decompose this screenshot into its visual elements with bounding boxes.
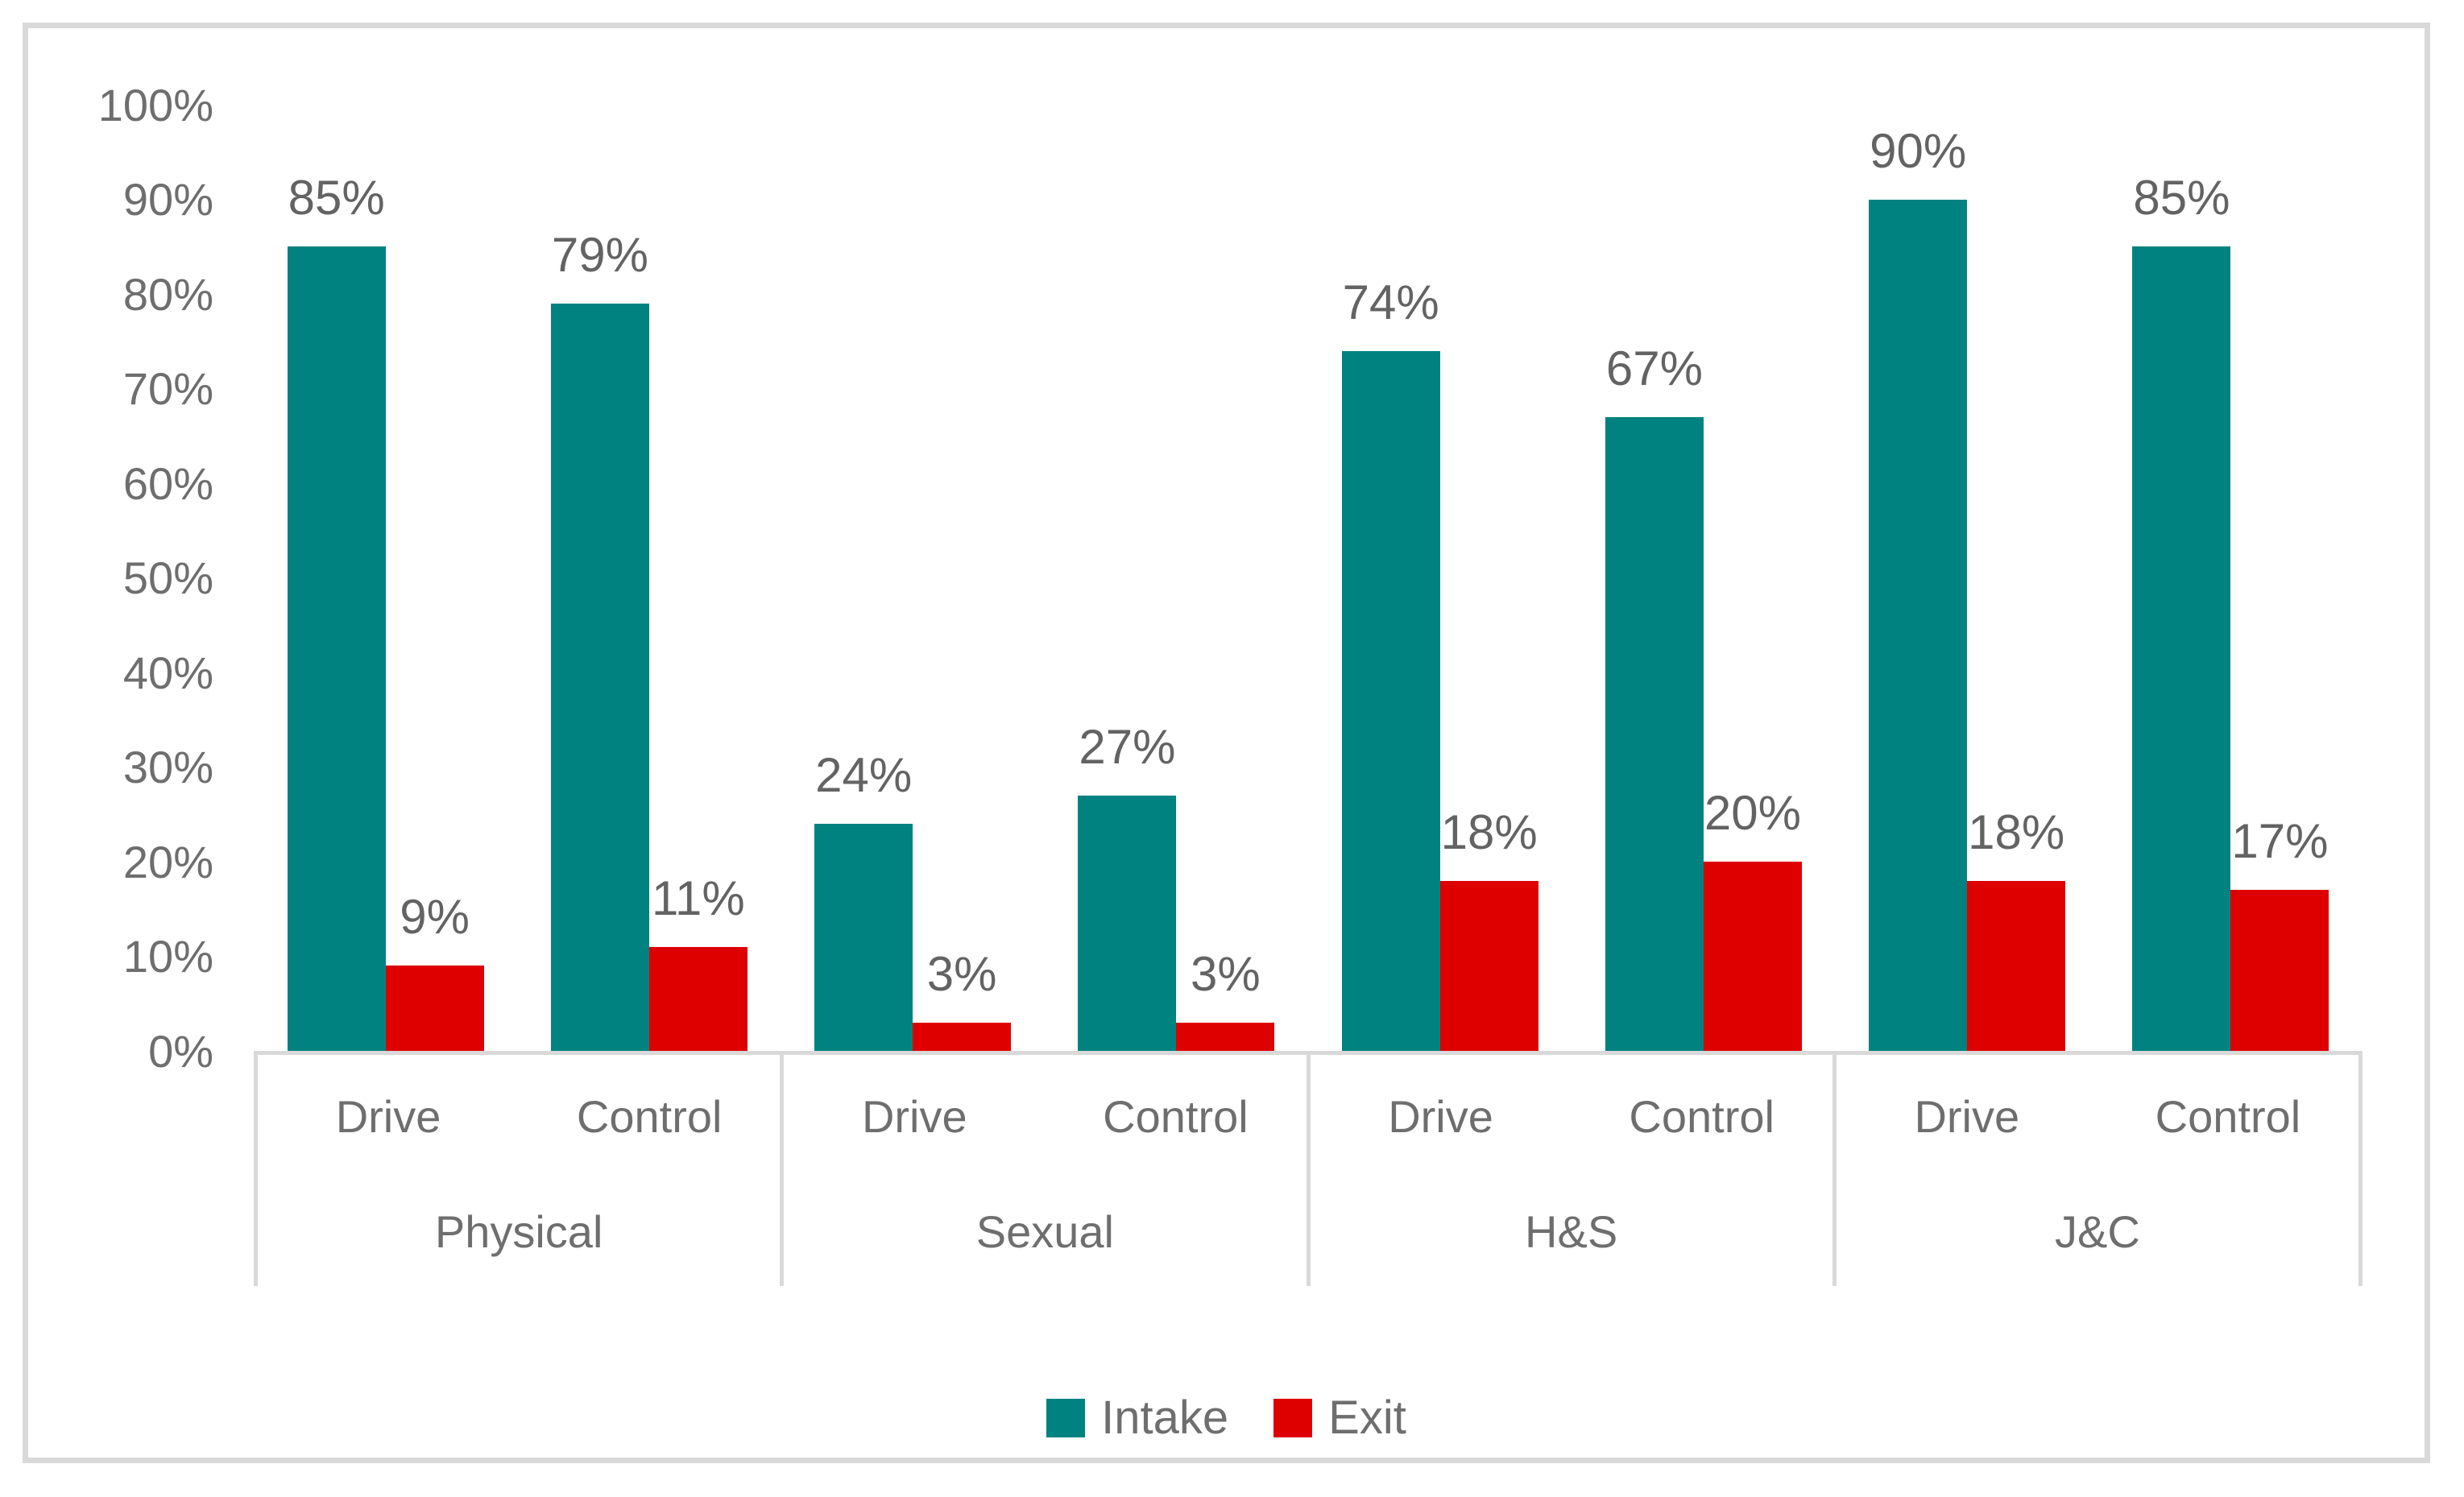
x-axis-subgroup-label: Control [2155, 1090, 2301, 1142]
y-axis-tick-label: 30% [122, 742, 213, 792]
intake-bar[interactable]: 74% [1341, 275, 1440, 1051]
bar-group-hs: 74% 18% 67% 20% [1308, 105, 1836, 1051]
y-axis-tick-label: 20% [122, 836, 213, 887]
exit-value-label: 17% [2231, 814, 2329, 869]
x-axis-group-hs: Drive Control H&S [1306, 1055, 1832, 1286]
x-axis-subgroup-label: Drive [1914, 1090, 2020, 1142]
chart-frame: 0% 10% 20% 30% 40% 50% 60% 70% 80% 90% 100% 85% 9% 7… [23, 23, 2430, 1463]
intake-swatch-icon [1046, 1398, 1086, 1437]
intake-bar[interactable]: 90% [1869, 124, 1968, 1051]
y-axis-tick-label: 80% [122, 268, 213, 320]
exit-swatch-icon [1273, 1398, 1313, 1437]
y-axis-tick-label: 70% [122, 363, 213, 414]
x-axis-group-jc: Drive Control J&C [1832, 1055, 2363, 1286]
intake-bar[interactable]: 85% [2132, 171, 2231, 1051]
legend-label-intake: Intake [1101, 1392, 1229, 1444]
legend-item-intake[interactable]: Intake [1046, 1391, 1228, 1445]
exit-bar[interactable]: 9% [385, 890, 484, 1051]
x-axis-group-label: Physical [434, 1206, 603, 1257]
intake-value-label: 67% [1605, 341, 1703, 395]
x-axis-group-physical: Drive Control Physical [254, 1055, 780, 1286]
y-axis-tick-label: 50% [122, 552, 213, 603]
intake-value-label: 27% [1079, 719, 1176, 774]
exit-value-label: 20% [1704, 786, 1801, 840]
exit-value-label: 3% [926, 946, 997, 1001]
intake-bar[interactable]: 27% [1078, 720, 1177, 1051]
x-axis-subgroup-label: Control [576, 1090, 723, 1142]
bar-cluster: 74% 18% [1308, 105, 1572, 1051]
y-axis-tick-label: 40% [122, 647, 213, 698]
y-axis-tick-label: 0% [148, 1025, 213, 1077]
x-axis-subgroup-label: Control [1103, 1090, 1249, 1142]
exit-value-label: 11% [652, 870, 745, 925]
bar-group-jc: 90% 18% 85% 17% [1836, 105, 2363, 1051]
intake-value-label: 79% [551, 227, 648, 282]
bar-group-sexual: 24% 3% 27% 3% [781, 105, 1309, 1051]
intake-value-label: 74% [1342, 275, 1439, 329]
intake-value-label: 85% [288, 171, 385, 225]
exit-bar[interactable]: 11% [648, 871, 747, 1051]
y-axis-tick-label: 60% [122, 457, 213, 509]
legend-label-exit: Exit [1328, 1392, 1406, 1444]
plot-area: 0% 10% 20% 30% 40% 50% 60% 70% 80% 90% 100% 85% 9% 7… [98, 80, 2363, 1077]
y-axis-tick-label: 90% [122, 174, 213, 225]
x-axis-subgroup-label: Drive [335, 1090, 441, 1142]
exit-value-label: 3% [1191, 946, 1261, 1001]
exit-bar[interactable]: 17% [2230, 814, 2329, 1051]
bar-cluster: 85% 9% [254, 105, 517, 1051]
bar-cluster: 24% 3% [781, 105, 1045, 1051]
x-axis: Drive Control Physical Drive Control Sexual Dr… [254, 1051, 2363, 1286]
y-axis-tick-label: 100% [97, 79, 213, 130]
intake-value-label: 90% [1870, 123, 1967, 178]
bar-cluster: 85% 17% [2099, 105, 2363, 1051]
y-axis-tick-label: 10% [122, 931, 213, 982]
bar-cluster: 27% 3% [1045, 105, 1308, 1051]
intake-bar[interactable]: 79% [550, 228, 649, 1051]
x-axis-subgroup-label: Drive [1388, 1090, 1493, 1142]
exit-bar[interactable]: 20% [1703, 786, 1802, 1051]
intake-value-label: 24% [815, 748, 913, 802]
intake-bar[interactable]: 24% [814, 748, 913, 1051]
x-axis-subgroup-label: Drive [861, 1090, 967, 1142]
bar-cluster: 79% 11% [517, 105, 781, 1051]
bar-groups: 85% 9% 79% 11% 24% 3% 27% 3% 74% 18% 67% 20% 90% 18% 8… [254, 105, 2363, 1051]
bar-group-physical: 85% 9% 79% 11% [254, 105, 781, 1051]
intake-bar[interactable]: 85% [287, 171, 386, 1051]
exit-bar[interactable]: 18% [1439, 805, 1538, 1051]
bar-cluster: 90% 18% [1836, 105, 2099, 1051]
x-axis-group-sexual: Drive Control Sexual [780, 1055, 1306, 1286]
exit-value-label: 9% [400, 890, 470, 945]
x-axis-group-label: Sexual [975, 1206, 1114, 1257]
exit-value-label: 18% [1440, 804, 1538, 859]
exit-bar[interactable]: 3% [1176, 947, 1275, 1051]
intake-value-label: 85% [2133, 171, 2230, 225]
intake-bar[interactable]: 67% [1605, 341, 1704, 1051]
legend: Intake Exit [28, 1391, 2425, 1445]
legend-item-exit[interactable]: Exit [1273, 1391, 1406, 1445]
exit-bar[interactable]: 3% [913, 947, 1012, 1051]
exit-value-label: 18% [1968, 804, 2065, 859]
exit-bar[interactable]: 18% [1967, 805, 2066, 1051]
bar-cluster: 67% 20% [1572, 105, 1835, 1051]
x-axis-group-label: J&C [2054, 1206, 2140, 1257]
x-axis-subgroup-label: Control [1629, 1090, 1774, 1142]
x-axis-group-label: H&S [1525, 1206, 1618, 1257]
